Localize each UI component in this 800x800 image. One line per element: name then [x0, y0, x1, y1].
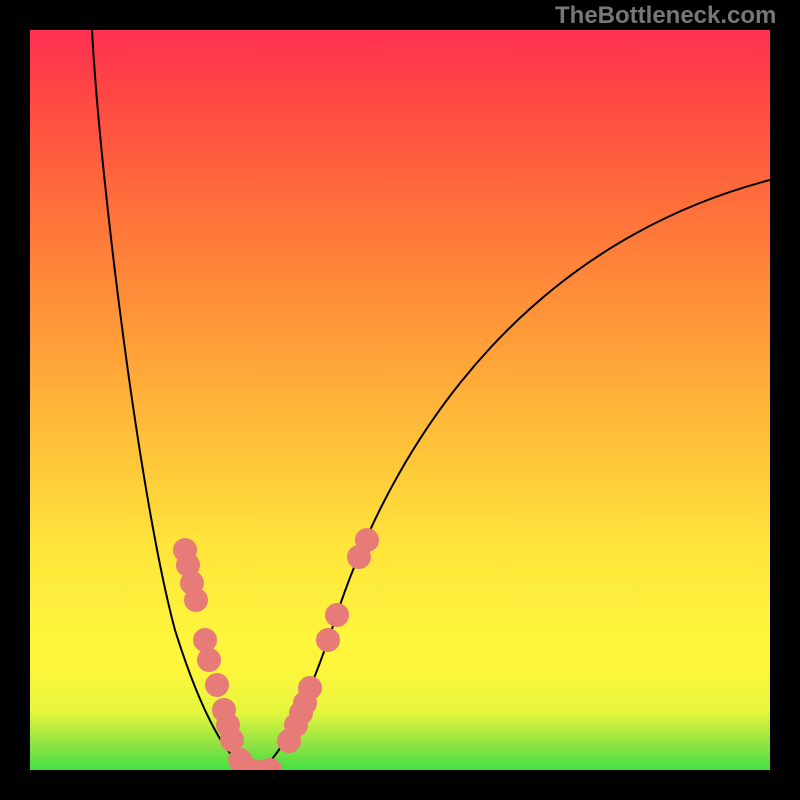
watermark-text: TheBottleneck.com	[555, 2, 776, 30]
data-dot	[316, 628, 340, 652]
data-dot	[184, 588, 208, 612]
data-dots	[173, 528, 379, 770]
bottleneck-curve	[30, 30, 770, 770]
data-dot	[258, 758, 282, 770]
data-dot	[197, 648, 221, 672]
chart-canvas: TheBottleneck.com	[0, 0, 800, 800]
data-dot	[193, 628, 217, 652]
curve-right	[255, 180, 770, 770]
data-dot	[325, 603, 349, 627]
data-dot	[205, 673, 229, 697]
data-dot	[355, 528, 379, 552]
curve-left	[92, 30, 255, 770]
data-dot	[298, 676, 322, 700]
